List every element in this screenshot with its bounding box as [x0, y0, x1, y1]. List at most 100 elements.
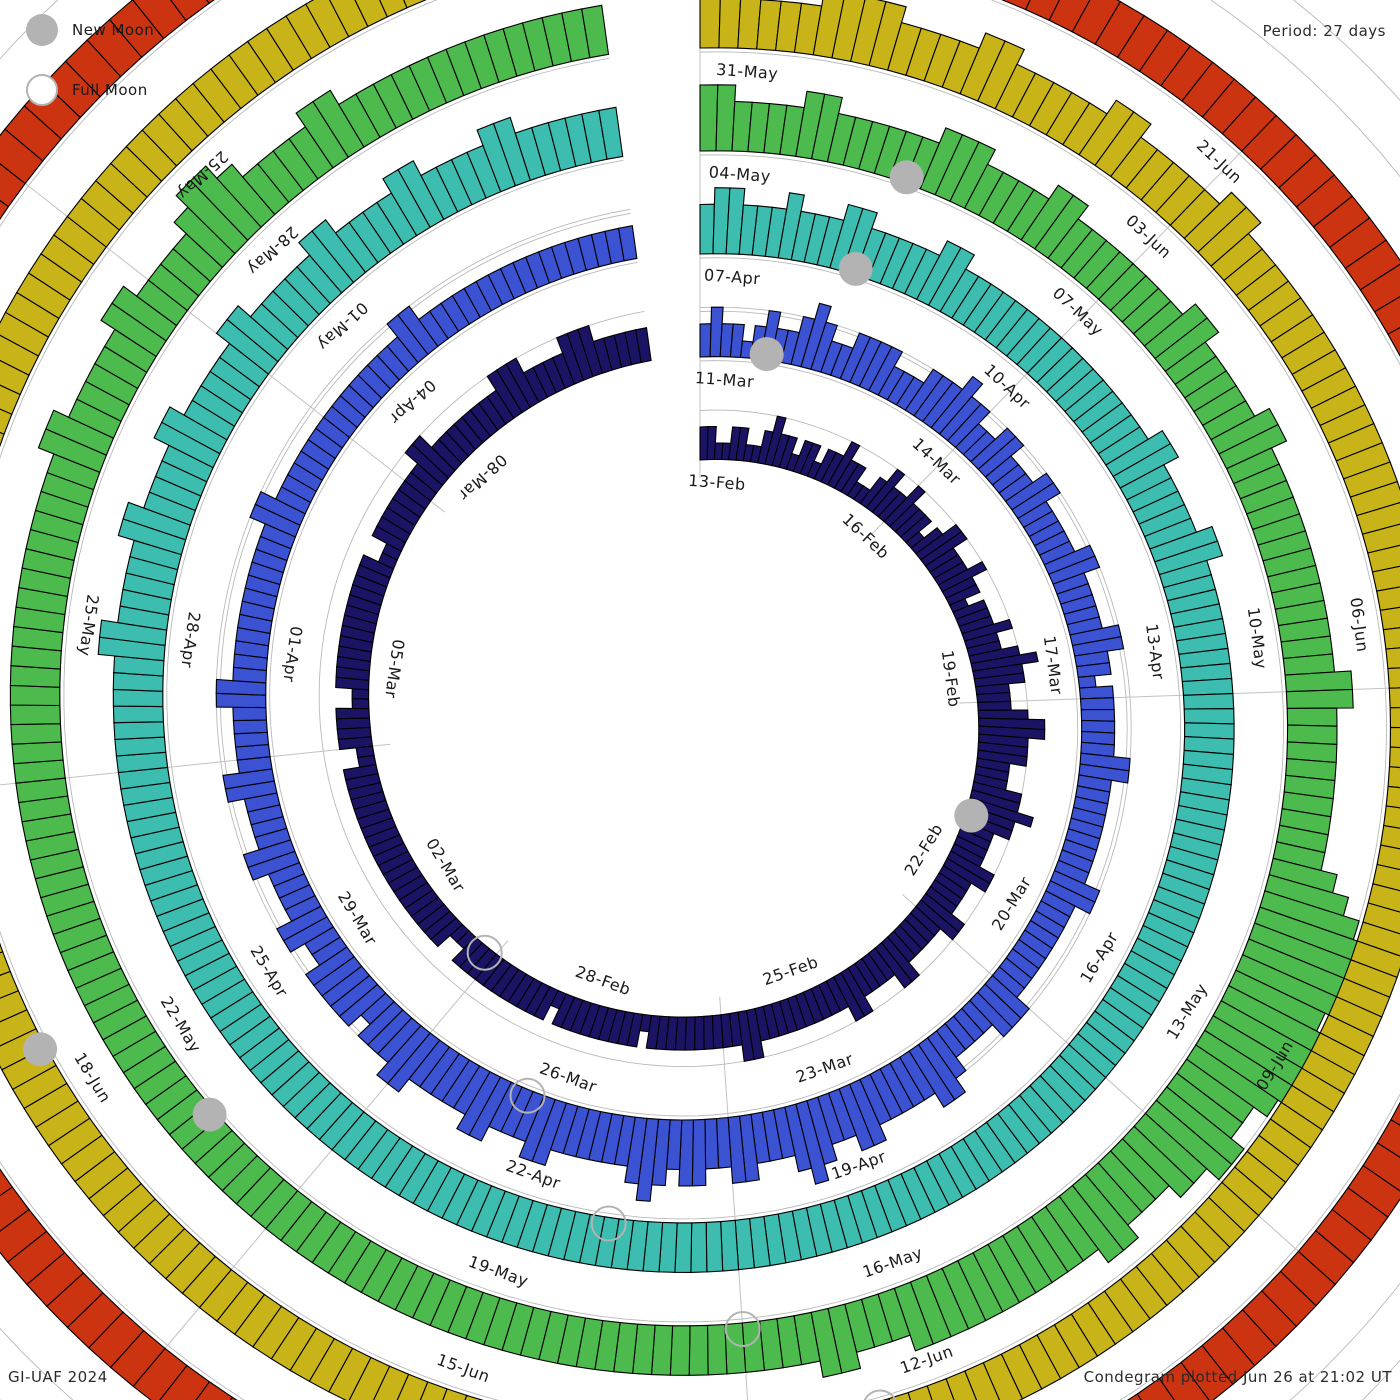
kp-bar — [729, 323, 745, 358]
kp-bar — [669, 1325, 691, 1376]
kp-bar — [342, 763, 379, 781]
kp-bar — [1356, 502, 1400, 535]
kp-bar — [1045, 880, 1096, 915]
kp-bar — [945, 1370, 978, 1400]
full-moon-icon — [26, 74, 58, 106]
kp-bar — [215, 678, 267, 696]
kp-bar — [1376, 844, 1400, 871]
kp-bar — [1356, 921, 1400, 957]
kp-bar — [1385, 785, 1400, 809]
kp-bar — [442, 1388, 468, 1400]
kp-bar — [840, 463, 867, 497]
kp-bar — [1387, 667, 1400, 689]
kp-bar — [114, 736, 167, 757]
kp-bar — [464, 1394, 484, 1400]
kp-bar — [907, 1385, 933, 1400]
kp-bar — [132, 0, 187, 40]
kp-bar — [0, 951, 11, 976]
moon-legend: New Moon Full Moon — [26, 14, 154, 134]
kp-bar — [1388, 687, 1400, 709]
date-label: 18-Jun — [70, 1049, 115, 1106]
kp-bar — [977, 700, 1012, 711]
kp-bar — [715, 84, 737, 152]
kp-bar — [1075, 662, 1112, 678]
kp-bar — [1387, 766, 1400, 789]
kp-bar — [973, 672, 1026, 688]
kp-bar — [1024, 0, 1061, 22]
kp-bar — [348, 1356, 391, 1400]
kp-bar — [674, 1222, 693, 1273]
date-label: 19-Apr — [829, 1147, 889, 1184]
kp-bar — [1182, 693, 1235, 710]
kp-bar — [678, 1119, 694, 1187]
kp-bar — [354, 0, 389, 28]
kp-bar — [976, 749, 1028, 767]
grid-spoke — [0, 743, 391, 786]
kp-bar — [735, 426, 750, 462]
kp-bar — [0, 989, 28, 1023]
new-moon-marker — [889, 160, 924, 195]
kp-bar — [0, 163, 26, 208]
kp-bar — [1058, 1184, 1125, 1264]
date-label: 15-Jun — [434, 1350, 492, 1387]
kp-bar — [0, 1168, 14, 1197]
full-moon-marker — [590, 1205, 627, 1242]
kp-bar — [883, 485, 926, 528]
kp-arm-2 — [215, 225, 1131, 1202]
date-label: 01-Apr — [279, 625, 306, 684]
kp-bar — [0, 431, 5, 448]
kp-bar — [505, 357, 540, 409]
kp-bar — [335, 707, 370, 720]
kp-bar — [624, 1116, 648, 1185]
kp-bar — [1048, 555, 1101, 585]
kp-bar — [977, 435, 1025, 478]
kp-bar — [112, 688, 164, 708]
kp-bar — [703, 1015, 715, 1050]
kp-bar — [865, 468, 906, 513]
date-label: 11-Mar — [694, 368, 755, 391]
kp-bar — [937, 560, 988, 593]
kp-bar — [977, 40, 1026, 110]
credit-label: GI-UAF 2024 — [8, 1368, 108, 1386]
kp-bar — [706, 1323, 728, 1376]
kp-bar — [1382, 627, 1400, 650]
kp-bar — [908, 1043, 956, 1108]
date-label: 07-Apr — [703, 265, 761, 288]
kp-bar — [311, 219, 367, 284]
new-moon-marker — [838, 251, 873, 286]
kp-bar — [690, 1221, 708, 1273]
kp-bar — [9, 684, 61, 707]
kp-bar — [826, 440, 861, 489]
full-moon-marker — [509, 1077, 546, 1114]
kp-bar — [1218, 423, 1288, 470]
date-label: 19-Feb — [938, 649, 964, 708]
date-label: 06-Jun — [1346, 596, 1372, 653]
kp-bar — [645, 1014, 661, 1050]
kp-bar — [312, 89, 365, 158]
moon-markers-group — [23, 160, 989, 1400]
kp-bar — [1180, 1344, 1234, 1400]
kp-bar — [1001, 0, 1031, 11]
kp-bar — [0, 408, 13, 435]
kp-bar — [518, 1094, 556, 1162]
full-moon-marker — [466, 934, 503, 971]
kp-bar — [112, 705, 164, 724]
kp-bar — [874, 941, 913, 989]
kp-bar — [1181, 677, 1234, 696]
kp-bar — [810, 321, 839, 373]
kp-bar — [0, 970, 20, 999]
kp-bar — [581, 4, 610, 59]
kp-bar — [1389, 707, 1400, 729]
date-label: 13-Apr — [1142, 623, 1168, 681]
kp-bar — [982, 1353, 1024, 1400]
kp-bar — [724, 1322, 747, 1375]
kp-arm-3 — [97, 106, 1235, 1273]
kp-bar — [1154, 540, 1224, 576]
kp-bar — [976, 691, 1012, 703]
kp-bar — [1185, 1044, 1279, 1118]
kp-bar — [222, 768, 275, 790]
kp-bar — [170, 0, 210, 22]
kp-bar — [699, 203, 715, 255]
kp-bar — [1048, 0, 1091, 33]
